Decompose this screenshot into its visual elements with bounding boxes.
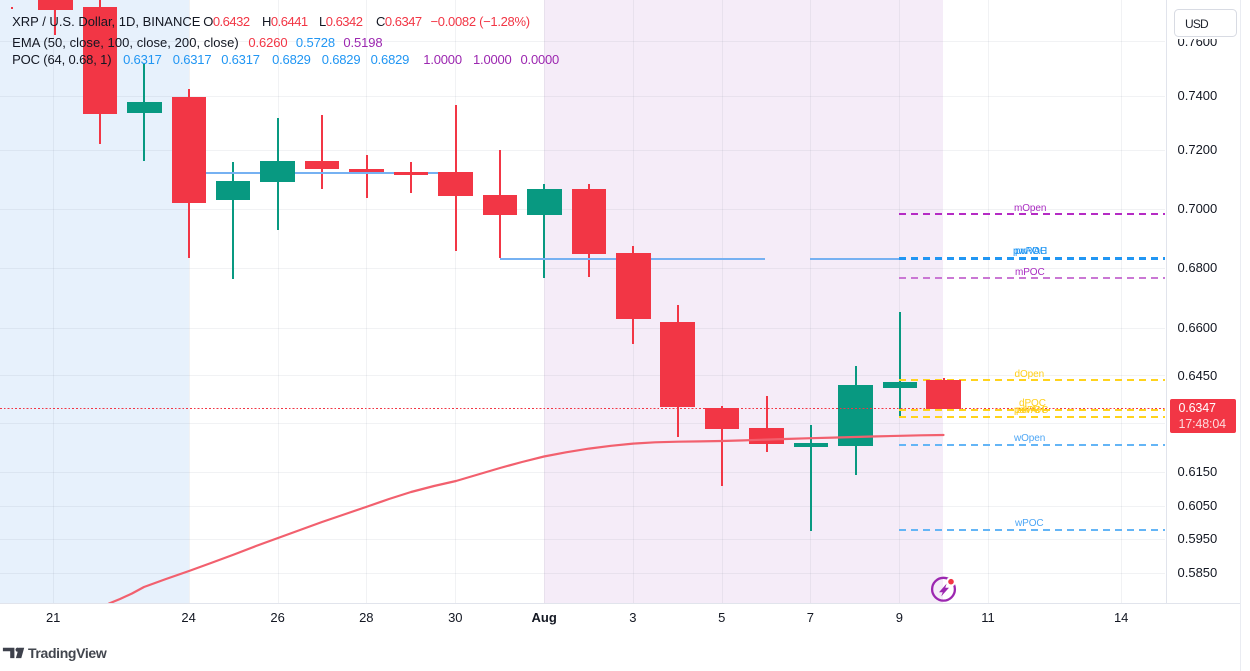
svg-text:TradingView: TradingView [28, 645, 107, 661]
